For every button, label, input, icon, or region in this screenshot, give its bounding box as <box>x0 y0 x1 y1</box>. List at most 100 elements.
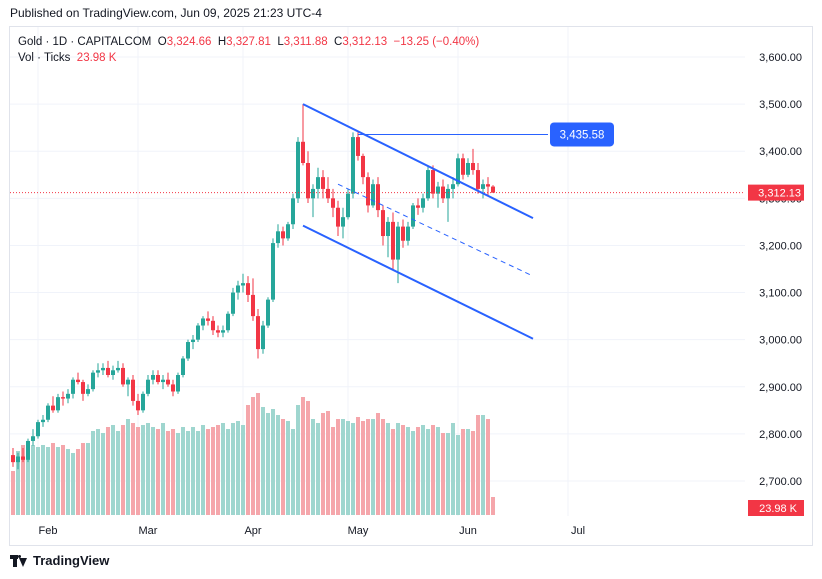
volume-bar <box>66 449 70 515</box>
candle-body <box>326 188 330 199</box>
volume-bar <box>136 427 140 515</box>
candle-body <box>281 231 285 239</box>
volume-bar <box>156 429 160 515</box>
volume-bar <box>266 413 270 515</box>
candle-body <box>491 186 495 193</box>
candle-body <box>71 379 75 394</box>
published-caption: Published on TradingView.com, Jun 09, 20… <box>10 6 322 20</box>
symbol-label[interactable]: Gold · 1D · CAPITALCOM <box>18 36 152 48</box>
volume-bar <box>466 429 470 515</box>
candle-body <box>241 283 245 286</box>
candle-body <box>106 367 110 375</box>
volume-bar <box>226 429 230 515</box>
volume-bar <box>331 427 335 515</box>
volume-bar <box>481 415 485 515</box>
candle-body <box>16 456 20 463</box>
candle-body <box>456 158 460 185</box>
volume-label-box <box>748 500 804 516</box>
volume-bar <box>271 409 275 515</box>
x-tick-label: May <box>348 525 369 537</box>
candle-body <box>186 342 190 359</box>
volume-bar <box>261 407 265 515</box>
candle-body <box>271 243 275 300</box>
candle-body <box>406 226 410 241</box>
candle-body <box>351 137 355 194</box>
y-tick-label: 3,000.00 <box>759 335 802 347</box>
candle-body <box>196 325 200 340</box>
candle-body <box>396 226 400 260</box>
volume-bar <box>371 419 375 515</box>
candle-body <box>316 177 320 189</box>
candle-body <box>181 358 185 375</box>
candle-body <box>226 313 230 331</box>
candle-body <box>141 393 145 411</box>
candle-body <box>256 316 260 350</box>
volume-bar <box>81 443 85 515</box>
volume-bar <box>21 445 25 515</box>
candle-body <box>306 163 310 199</box>
candle-body <box>301 141 305 163</box>
volume-bar <box>291 429 295 515</box>
candle-body <box>436 186 440 194</box>
candle-body <box>416 205 420 208</box>
candle-body <box>11 455 15 463</box>
candle-body <box>266 299 270 326</box>
candle-body <box>146 379 150 394</box>
ohlc-row: Gold · 1D · CAPITALCOM O3,324.66 H3,327.… <box>18 34 479 50</box>
volume-bar <box>116 431 120 515</box>
volume-bar <box>71 453 75 515</box>
x-tick-label: Jun <box>459 525 477 537</box>
volume-bar <box>256 393 260 515</box>
candle-body <box>246 283 250 295</box>
volume-bar <box>251 397 255 515</box>
candle-body <box>111 370 115 375</box>
volume-bar <box>246 405 250 515</box>
candle-body <box>91 372 95 390</box>
volume-bar <box>461 429 465 515</box>
volume-bar <box>146 423 150 515</box>
volume-bar <box>176 433 180 515</box>
candle-body <box>201 318 205 326</box>
volume-bar <box>91 431 95 515</box>
x-tick-label: Jul <box>571 525 585 537</box>
tradingview-footer[interactable]: TradingView <box>10 553 109 568</box>
volume-value: 23.98 K <box>76 52 117 64</box>
volume-bar <box>391 429 395 515</box>
volume-bar <box>201 425 205 515</box>
candle-body <box>461 158 465 175</box>
candle-body <box>346 193 350 218</box>
volume-bar <box>411 431 415 515</box>
candle-body <box>311 188 315 199</box>
volume-label[interactable]: Vol · Ticks <box>18 52 71 64</box>
candle-body <box>151 375 155 380</box>
high-value: 3,327.81 <box>226 36 271 48</box>
candle-body <box>206 318 210 321</box>
candle-body <box>21 456 25 460</box>
y-tick-label: 2,900.00 <box>759 382 802 394</box>
low-label: L <box>277 36 284 48</box>
candle-body <box>96 370 100 373</box>
candle-body <box>321 177 325 189</box>
open-value: 3,324.66 <box>166 36 212 48</box>
y-tick-label: 2,700.00 <box>759 476 802 488</box>
candle-body <box>401 226 405 241</box>
candle-body <box>376 184 380 211</box>
candle-body <box>26 440 30 460</box>
volume-bar <box>151 427 155 515</box>
volume-bar <box>106 427 110 515</box>
volume-bar <box>76 449 80 515</box>
candle-body <box>411 205 415 227</box>
volume-bar <box>211 427 215 515</box>
volume-bar <box>336 419 340 515</box>
candle-body <box>466 163 470 175</box>
channel-upper-line <box>302 103 534 220</box>
candle-body <box>41 419 45 423</box>
candle-body <box>131 379 135 401</box>
volume-bar <box>491 497 495 515</box>
candle-body <box>86 389 90 394</box>
candle-body <box>261 325 265 350</box>
volume-bar <box>451 423 455 515</box>
change-value: −13.25 (−0.40%) <box>393 36 480 48</box>
high-label: H <box>217 36 227 48</box>
